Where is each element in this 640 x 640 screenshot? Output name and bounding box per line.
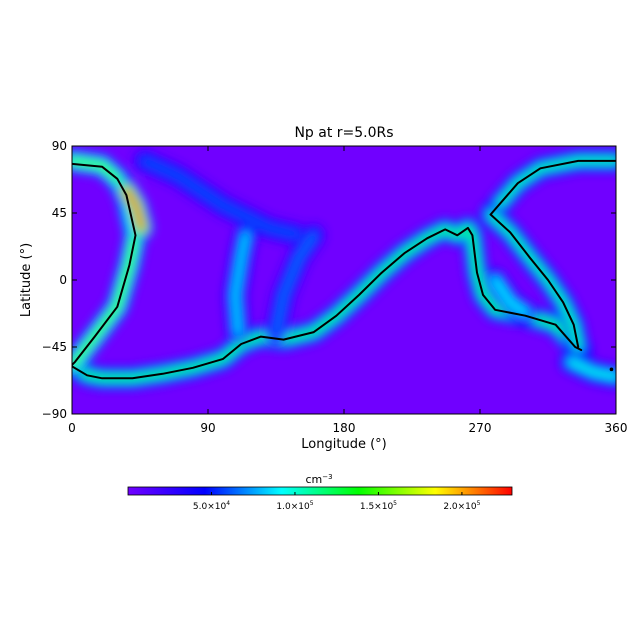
neutral-line-1: [72, 162, 137, 366]
x-tick-label: 180: [333, 421, 356, 435]
colorbar: cm−3 5.0×104 1.0×105 1.5×105 2.0×105: [127, 473, 513, 512]
colorbar-ticks: 5.0×104 1.0×105 1.5×105 2.0×105: [193, 492, 481, 512]
neutral-point-marker: [609, 367, 614, 372]
x-tick-label: 270: [469, 421, 492, 435]
colorbar-unit-exponent: −3: [322, 473, 332, 481]
colorbar-tick-label: 1.5×105: [360, 500, 397, 512]
colorbar-tick-label: 2.0×105: [443, 500, 480, 512]
x-axis-label: Longitude (°): [301, 437, 386, 452]
x-tick-label: 360: [605, 421, 628, 435]
colorbar-unit-base: cm: [305, 473, 322, 486]
density-ridge-7: [272, 231, 318, 336]
x-tick-label: 90: [200, 421, 215, 435]
y-tick-label: 0: [59, 273, 67, 287]
x-tick-label: 0: [68, 421, 76, 435]
y-axis-ticks: 90 45 0 −45 −90: [42, 139, 616, 421]
y-tick-label: −90: [42, 407, 67, 421]
density-ridge-8: [491, 276, 529, 317]
colorbar-tick-label: 1.0×105: [276, 500, 313, 512]
neutral-lines: [72, 159, 616, 380]
y-tick-label: −45: [42, 340, 67, 354]
neutral-line-2: [489, 159, 616, 216]
neutral-line-0: [72, 226, 583, 380]
chart-title: Np at r=5.0Rs: [294, 125, 393, 141]
colorbar-gradient: [127, 486, 513, 496]
density-ridge-4: [122, 187, 145, 232]
neutral-line-3: [489, 213, 580, 348]
density-ridge-5: [141, 157, 303, 239]
colorbar-unit: cm−3: [305, 473, 332, 486]
colorbar-tick-label: 5.0×104: [193, 500, 230, 512]
plot-area: 0 90 180 270 360 90 45 0 −45 −90: [42, 139, 628, 435]
density-ridge-6: [231, 231, 250, 336]
x-axis-ticks: 0 90 180 270 360: [68, 146, 627, 435]
density-ridge-9: [567, 358, 616, 381]
y-tick-label: 90: [52, 139, 67, 153]
y-axis-label: Latitude (°): [19, 243, 34, 317]
y-tick-label: 45: [52, 206, 67, 220]
